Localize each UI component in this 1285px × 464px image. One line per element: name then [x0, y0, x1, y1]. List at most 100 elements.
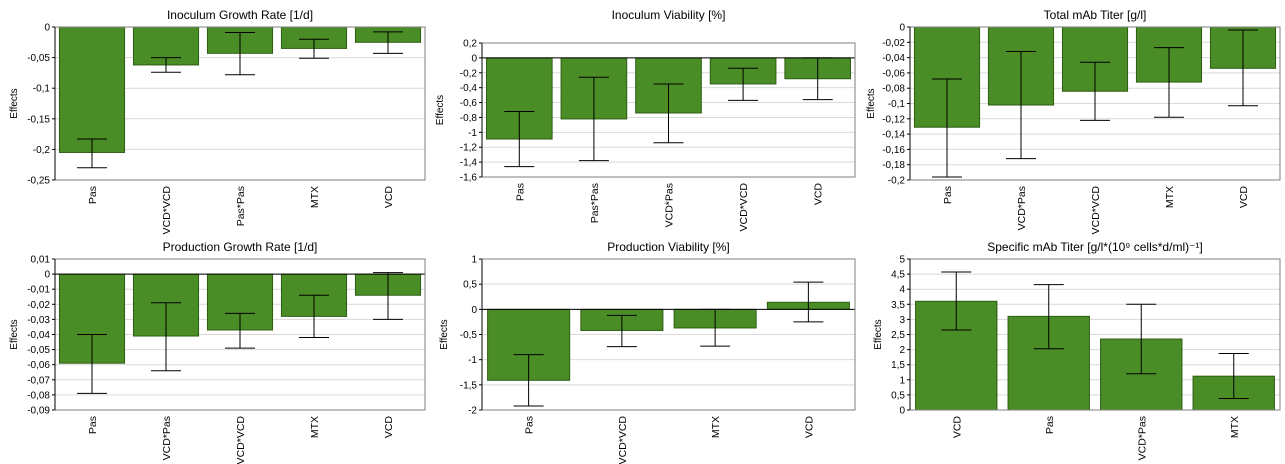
y-tick-label: -1,2	[460, 143, 478, 154]
y-tick-label: 0,5	[463, 280, 477, 291]
y-tick-label: -0,2	[888, 176, 906, 187]
bar	[58, 26, 126, 153]
chart-panel-1: Inoculum Growth Rate [1/d] -0,25 -0,2 -0,15…	[9, 8, 426, 235]
x-tick-label: Pas*Pas	[235, 186, 247, 226]
y-tick-label: -0,2	[460, 68, 478, 79]
y-tick-label: 0,01	[31, 255, 51, 266]
x-tick-label: Pas	[942, 186, 954, 204]
y-axis-label: Effects	[439, 319, 450, 349]
y-tick-label: -0,05	[27, 345, 50, 356]
x-tick-label: Pas	[514, 183, 526, 201]
x-tick-label: VCD*Pas	[1016, 186, 1028, 230]
y-tick-label: -1,6	[460, 173, 478, 184]
chart-title: Production Growth Rate [1/d]	[163, 240, 318, 254]
y-tick-label: -0,02	[882, 38, 905, 49]
y-axis-label: Effects	[9, 319, 20, 349]
y-tick-label: 0	[44, 23, 50, 34]
chart-panel-5: Production Viability [%] -2 -1,5 -1 -0,5 0 0,5…	[439, 240, 856, 464]
y-tick-label: -0,5	[460, 330, 478, 341]
y-tick-label: -1,5	[460, 380, 478, 391]
chart-panel-4: Production Growth Rate [1/d] -0,09 -0,08 -0…	[9, 240, 426, 464]
y-tick-label: -0,02	[27, 300, 50, 311]
y-tick-label: 1	[899, 375, 905, 386]
x-tick-label: MTX	[309, 416, 321, 438]
y-axis-label: Effects	[9, 88, 20, 118]
y-tick-label: -0,14	[882, 130, 905, 141]
x-tick-label: VCD*Pas	[1136, 416, 1148, 460]
x-tick-label: Pas*Pas	[589, 183, 601, 223]
y-tick-label: 5	[899, 255, 905, 266]
x-tick-label: MTX	[710, 416, 722, 438]
y-tick-label: -0,6	[460, 98, 478, 109]
y-tick-label: -1	[468, 128, 477, 139]
y-tick-label: -0,09	[27, 406, 50, 417]
y-tick-label: -0,2	[33, 145, 51, 156]
y-tick-label: -0,1	[888, 99, 906, 110]
chart-title: Production Viability [%]	[607, 240, 730, 254]
chart-title: Inoculum Growth Rate [1/d]	[167, 8, 313, 22]
y-tick-label: 1,5	[891, 360, 905, 371]
y-tick-label: -0,1	[33, 84, 51, 95]
y-tick-label: -1	[468, 355, 477, 366]
y-tick-label: 4	[899, 285, 905, 296]
y-tick-label: -0,01	[27, 285, 50, 296]
y-tick-label: 0,2	[463, 39, 477, 50]
y-tick-label: 0,5	[891, 390, 905, 401]
y-tick-label: 2	[899, 345, 905, 356]
x-tick-label: VCD	[803, 416, 815, 439]
chart-panel-3: Total mAb Titer [g/l] -0,2 -0,18 -0,16 -0,14…	[866, 8, 1281, 235]
y-tick-label: -0,04	[27, 330, 50, 341]
x-tick-label: VCD	[383, 186, 395, 209]
y-tick-label: -0,8	[460, 113, 478, 124]
chart-title: Specific mAb Titer [g/l*(10⁹ cells*d/ml)…	[987, 240, 1203, 254]
y-tick-label: 0	[899, 23, 905, 34]
x-tick-label: Pas	[87, 416, 99, 434]
y-tick-label: 2,5	[891, 330, 905, 341]
y-tick-label: -0,25	[27, 176, 50, 187]
y-tick-label: -2	[468, 406, 477, 417]
x-tick-label: VCD	[951, 416, 963, 439]
y-tick-label: -0,07	[27, 375, 50, 386]
y-tick-label: -1,4	[460, 158, 478, 169]
y-tick-label: -0,06	[882, 68, 905, 79]
chart-panel-6: Specific mAb Titer [g/l*(10⁹ cells*d/ml)…	[873, 240, 1281, 460]
y-tick-label: -0,08	[882, 84, 905, 95]
x-tick-label: Pas	[1044, 416, 1056, 434]
x-tick-label: VCD*Pas	[664, 183, 676, 227]
y-tick-label: -0,08	[27, 390, 50, 401]
y-tick-label: 3,5	[891, 300, 905, 311]
x-tick-label: Pas	[87, 186, 99, 204]
y-axis-label: Effects	[873, 319, 884, 349]
x-tick-label: VCD*VCD	[235, 416, 247, 464]
y-tick-label: -0,4	[460, 83, 478, 94]
y-tick-label: -0,15	[27, 114, 50, 125]
y-tick-label: -0,05	[27, 53, 50, 64]
x-tick-label: VCD	[383, 416, 395, 439]
x-tick-label: VCD*VCD	[161, 186, 173, 235]
x-tick-label: MTX	[1229, 416, 1241, 438]
y-tick-label: 1	[471, 255, 477, 266]
y-tick-label: 0	[471, 53, 477, 64]
y-tick-label: 0	[471, 305, 477, 316]
y-tick-label: 4,5	[891, 270, 905, 281]
x-tick-label: VCD*VCD	[738, 183, 750, 232]
y-tick-label: 3	[899, 315, 905, 326]
y-tick-label: -0,06	[27, 360, 50, 371]
y-axis-label: Effects	[866, 88, 877, 118]
x-tick-label: VCD*Pas	[161, 416, 173, 460]
chart-title: Total mAb Titer [g/l]	[1044, 8, 1147, 22]
y-axis-label: Effects	[435, 95, 446, 125]
y-tick-label: -0,18	[882, 160, 905, 171]
y-tick-label: 0	[44, 270, 50, 281]
y-tick-label: -0,12	[882, 114, 905, 125]
y-tick-label: 0	[899, 406, 905, 417]
x-tick-label: MTX	[309, 186, 321, 208]
x-tick-label: Pas	[524, 416, 536, 434]
chart-title: Inoculum Viability [%]	[612, 8, 726, 22]
y-tick-label: -0,16	[882, 145, 905, 156]
chart-panel-2: Inoculum Viability [%] -1,6 -1,4 -1,2 -1 -0,8…	[435, 8, 856, 232]
x-tick-label: MTX	[1164, 186, 1176, 208]
x-tick-label: VCD*VCD	[1090, 186, 1102, 235]
x-tick-label: VCD*VCD	[617, 416, 629, 464]
